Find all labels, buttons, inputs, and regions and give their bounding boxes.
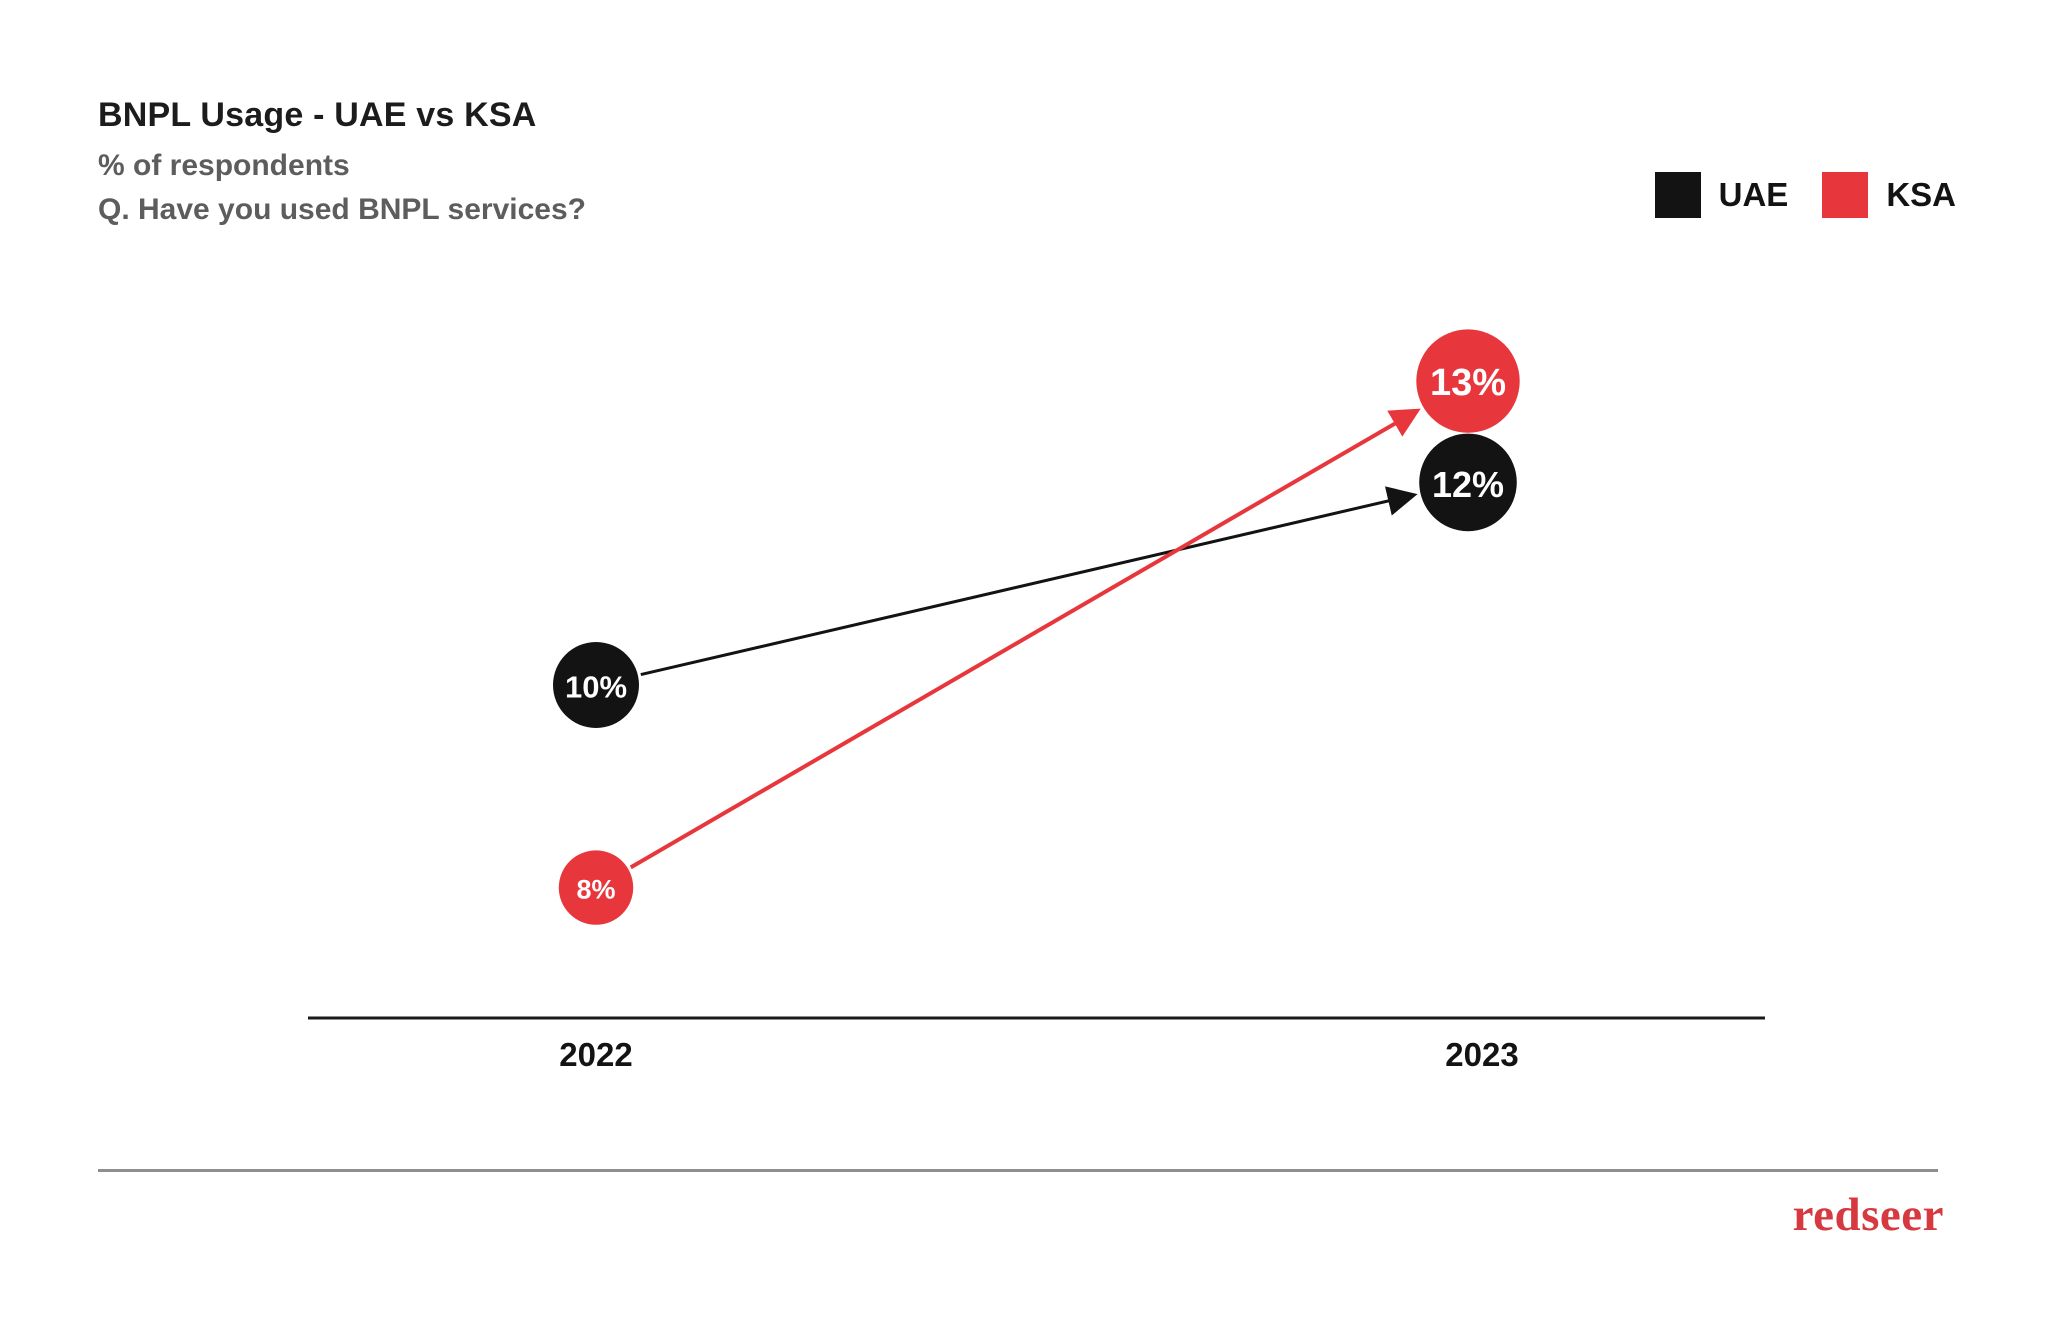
data-point-ksa-2023	[1416, 329, 1520, 433]
legend-swatch-ksa	[1822, 172, 1869, 218]
data-point-uae-2022	[553, 642, 639, 728]
legend-swatch-uae	[1654, 172, 1701, 218]
survey-question: Q. Have you used BNPL services?	[98, 193, 586, 226]
chart-header: BNPL Usage - UAE vs KSA % of respondents…	[98, 96, 586, 232]
data-label-ksa-2023: 13%	[1430, 362, 1506, 404]
trend-arrow-ksa	[629, 408, 1421, 870]
legend: UAE KSA	[1654, 172, 1956, 218]
data-point-uae-2023	[1419, 433, 1517, 532]
legend-label-uae: UAE	[1718, 176, 1789, 213]
data-label-ksa-2022: 8%	[576, 875, 615, 905]
x-axis-label-2023: 2023	[1445, 1036, 1519, 1073]
x-axis-label-2022: 2022	[559, 1036, 633, 1073]
trend-arrow-uae	[640, 486, 1418, 677]
data-point-ksa-2022	[558, 850, 634, 925]
page-title: BNPL Usage - UAE vs KSA	[98, 96, 537, 134]
chart-subtitle: % of respondents	[98, 149, 350, 182]
data-label-uae-2022: 10%	[565, 670, 627, 705]
brand-logo: redseer	[1792, 1189, 1944, 1241]
legend-label-ksa: KSA	[1886, 176, 1956, 213]
legend-item-ksa: KSA	[1822, 172, 1956, 218]
legend-item-uae: UAE	[1654, 172, 1789, 218]
data-label-uae-2023: 12%	[1432, 464, 1504, 505]
footer-divider	[98, 1169, 1938, 1172]
